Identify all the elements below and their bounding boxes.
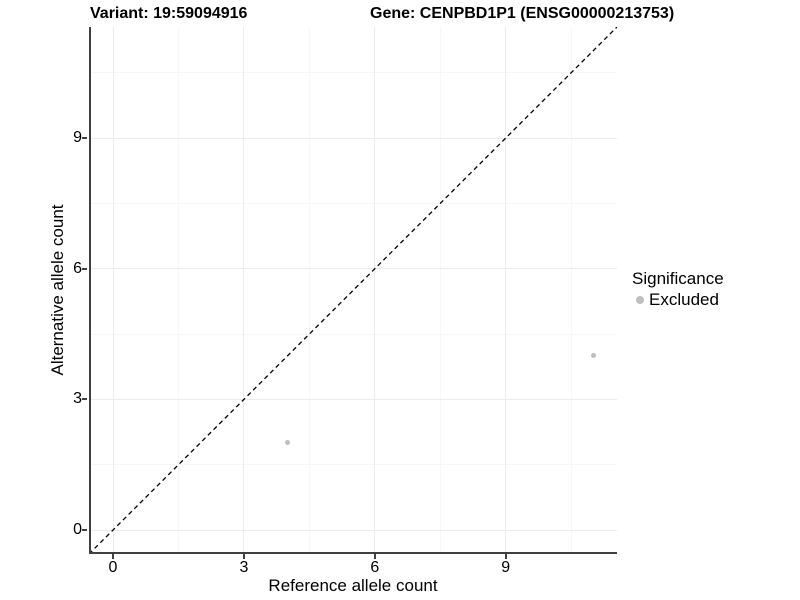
legend-point-icon	[636, 295, 644, 304]
y-tick-mark	[82, 267, 87, 270]
y-tick-mark	[82, 529, 87, 532]
y-tick-label: 6	[73, 259, 82, 277]
x-tick-label: 0	[108, 559, 118, 576]
x-tick-label: 9	[501, 559, 511, 576]
x-tick-mark	[112, 554, 114, 559]
legend-item-excluded: Excluded	[632, 289, 724, 310]
y-axis-title: Alternative allele count	[48, 204, 67, 376]
data-point	[285, 440, 291, 446]
data-point	[590, 353, 596, 359]
y-tick-mark	[82, 137, 87, 140]
legend-item-label: Excluded	[649, 290, 719, 309]
gene-title: Gene: CENPBD1P1 (ENSG00000213753)	[370, 5, 675, 22]
x-tick-label: 6	[370, 559, 380, 576]
x-tick-mark	[504, 554, 507, 559]
identity-line	[89, 27, 617, 554]
y-tick-label: 0	[73, 521, 82, 539]
x-tick-mark	[373, 554, 376, 559]
variant-title: Variant: 19:59094916	[90, 5, 248, 22]
x-tick-label: 3	[239, 559, 249, 576]
y-tick-label: 3	[73, 390, 82, 408]
y-tick-label: 9	[73, 129, 82, 147]
legend: Significance Excluded	[632, 268, 724, 310]
y-tick-mark	[82, 398, 87, 401]
legend-title: Significance	[632, 269, 724, 288]
x-axis-title: Reference allele count	[268, 576, 438, 595]
x-tick-mark	[242, 554, 245, 559]
